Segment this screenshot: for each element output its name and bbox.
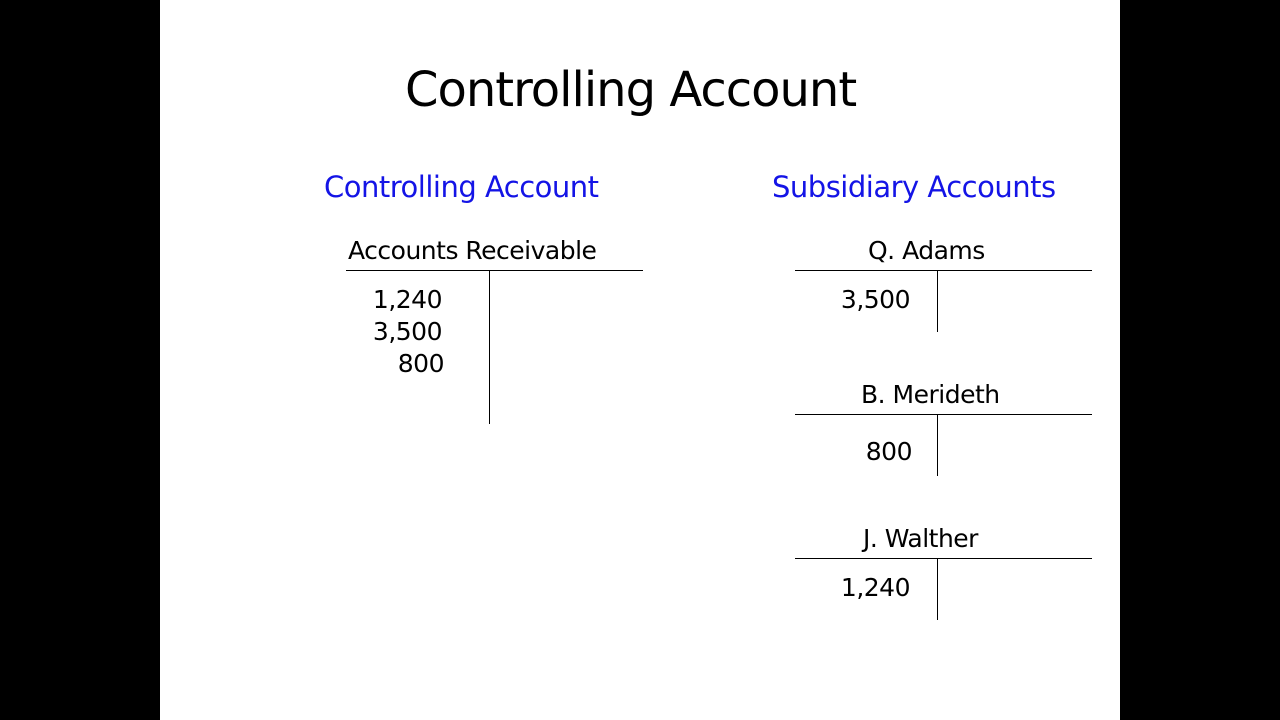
- t-account-divider: [937, 559, 938, 620]
- t-account-divider: [937, 415, 938, 476]
- account-name: B. Merideth: [861, 380, 1000, 409]
- debit-entry: 3,500: [372, 317, 443, 346]
- debit-entry: 1,240: [372, 285, 443, 314]
- slide: Controlling Account Controlling Account …: [160, 0, 1120, 720]
- debit-entry: 800: [397, 349, 445, 378]
- t-account-top-line: [795, 558, 1092, 559]
- debit-entry: 3,500: [840, 285, 911, 314]
- subsidiary-heading: Subsidiary Accounts: [772, 170, 1056, 204]
- debit-entry: 1,240: [840, 573, 911, 602]
- t-account-top-line: [346, 270, 643, 271]
- t-account-top-line: [795, 414, 1092, 415]
- controlling-heading: Controlling Account: [324, 170, 599, 204]
- debit-entry: 800: [865, 437, 913, 466]
- t-account-top-line: [795, 270, 1092, 271]
- account-name: J. Walther: [863, 524, 978, 553]
- slide-title: Controlling Account: [405, 62, 857, 118]
- account-name: Accounts Receivable: [348, 236, 597, 265]
- t-account-divider: [937, 271, 938, 332]
- t-account-divider: [489, 271, 490, 424]
- account-name: Q. Adams: [868, 236, 985, 265]
